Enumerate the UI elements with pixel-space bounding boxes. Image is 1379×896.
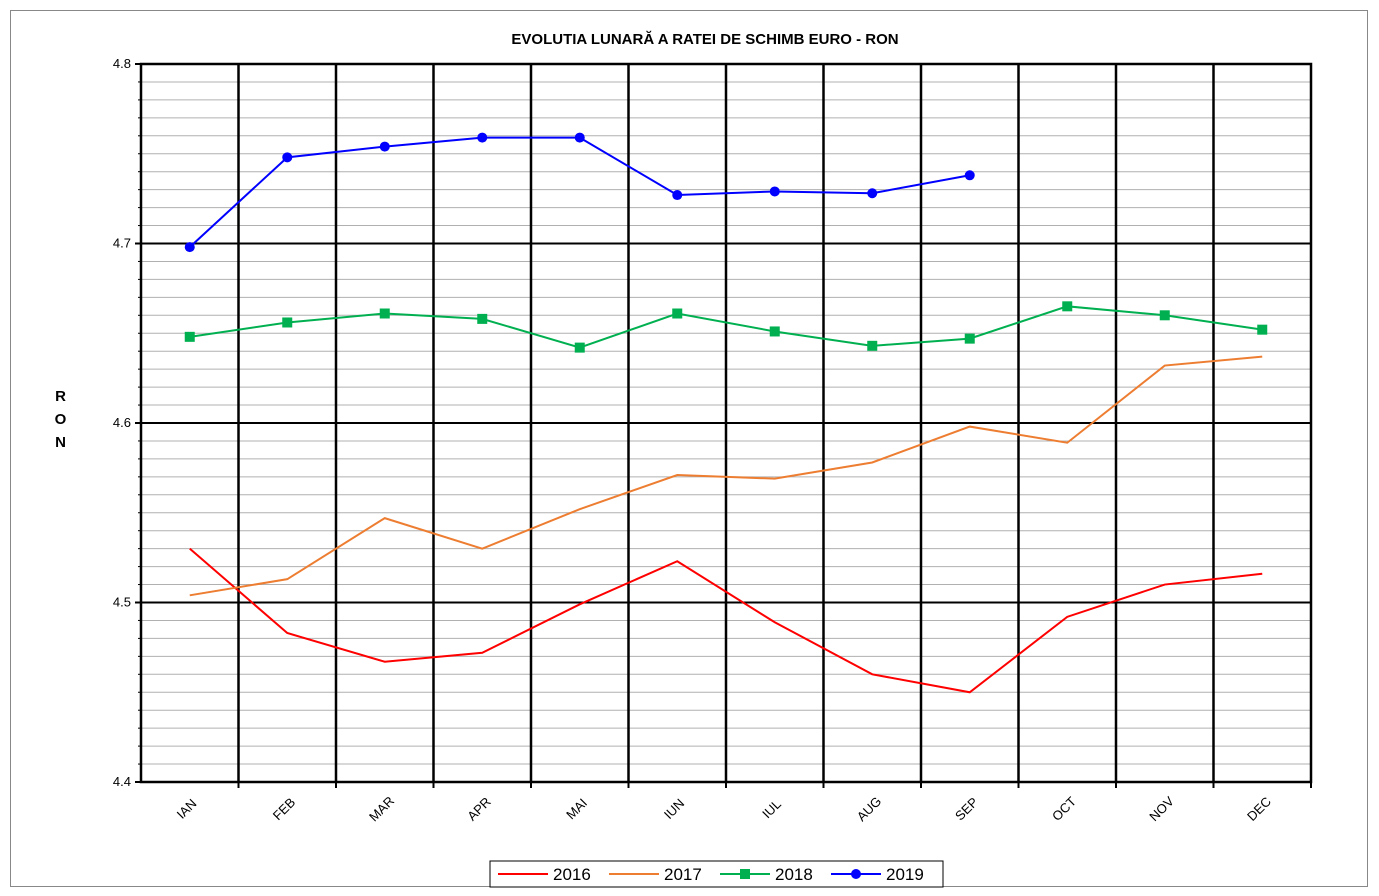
legend-label: 2016 bbox=[553, 865, 591, 884]
y-tick-label: 4.7 bbox=[113, 236, 131, 251]
point bbox=[1159, 310, 1170, 321]
legend-label: 2017 bbox=[664, 865, 702, 884]
x-tick-label: MAR bbox=[366, 793, 397, 824]
point bbox=[282, 152, 293, 163]
point bbox=[867, 188, 878, 199]
point bbox=[379, 308, 390, 319]
point bbox=[1062, 301, 1073, 312]
point bbox=[184, 242, 195, 253]
x-tick-label: AUG bbox=[854, 794, 885, 825]
point bbox=[184, 331, 195, 342]
legend-label: 2019 bbox=[886, 865, 924, 884]
x-tick-label: OCT bbox=[1049, 794, 1079, 824]
point bbox=[574, 342, 585, 353]
point bbox=[1257, 324, 1268, 335]
point bbox=[672, 308, 683, 319]
point bbox=[964, 333, 975, 344]
x-tick-label: IUN bbox=[661, 796, 687, 822]
x-tick-label: IUL bbox=[759, 796, 784, 821]
series-line bbox=[189, 355, 1263, 597]
y-tick-label: 4.8 bbox=[113, 56, 131, 71]
x-tick-label: MAI bbox=[563, 795, 590, 822]
y-tick-label: 4.4 bbox=[113, 774, 131, 789]
x-tick-label: IAN bbox=[174, 796, 200, 822]
legend-box bbox=[489, 860, 944, 888]
x-tick-label: DEC bbox=[1244, 794, 1274, 824]
y-axis-label: RON bbox=[52, 388, 69, 457]
point bbox=[672, 190, 683, 201]
point bbox=[964, 170, 975, 181]
y-tick-label: 4.5 bbox=[113, 595, 131, 610]
series-line bbox=[189, 305, 1263, 349]
chart-border bbox=[10, 10, 1368, 887]
y-tick-label: 4.6 bbox=[113, 415, 131, 430]
legend-label: 2018 bbox=[775, 865, 813, 884]
legend-marker bbox=[740, 869, 750, 879]
point bbox=[769, 186, 780, 197]
legend-marker bbox=[851, 869, 861, 879]
chart-title: EVOLUTIA LUNARĂ A RATEI DE SCHIMB EURO -… bbox=[511, 31, 898, 48]
point bbox=[477, 132, 488, 143]
point bbox=[867, 340, 878, 351]
point bbox=[282, 317, 293, 328]
point bbox=[379, 141, 390, 152]
x-tick-label: NOV bbox=[1146, 793, 1177, 824]
point bbox=[574, 132, 585, 143]
x-tick-label: APR bbox=[464, 794, 494, 824]
point bbox=[769, 326, 780, 337]
point bbox=[477, 313, 488, 324]
x-tick-label: FEB bbox=[270, 795, 298, 823]
series-line bbox=[189, 547, 1263, 694]
x-tick-label: SEP bbox=[952, 794, 981, 823]
